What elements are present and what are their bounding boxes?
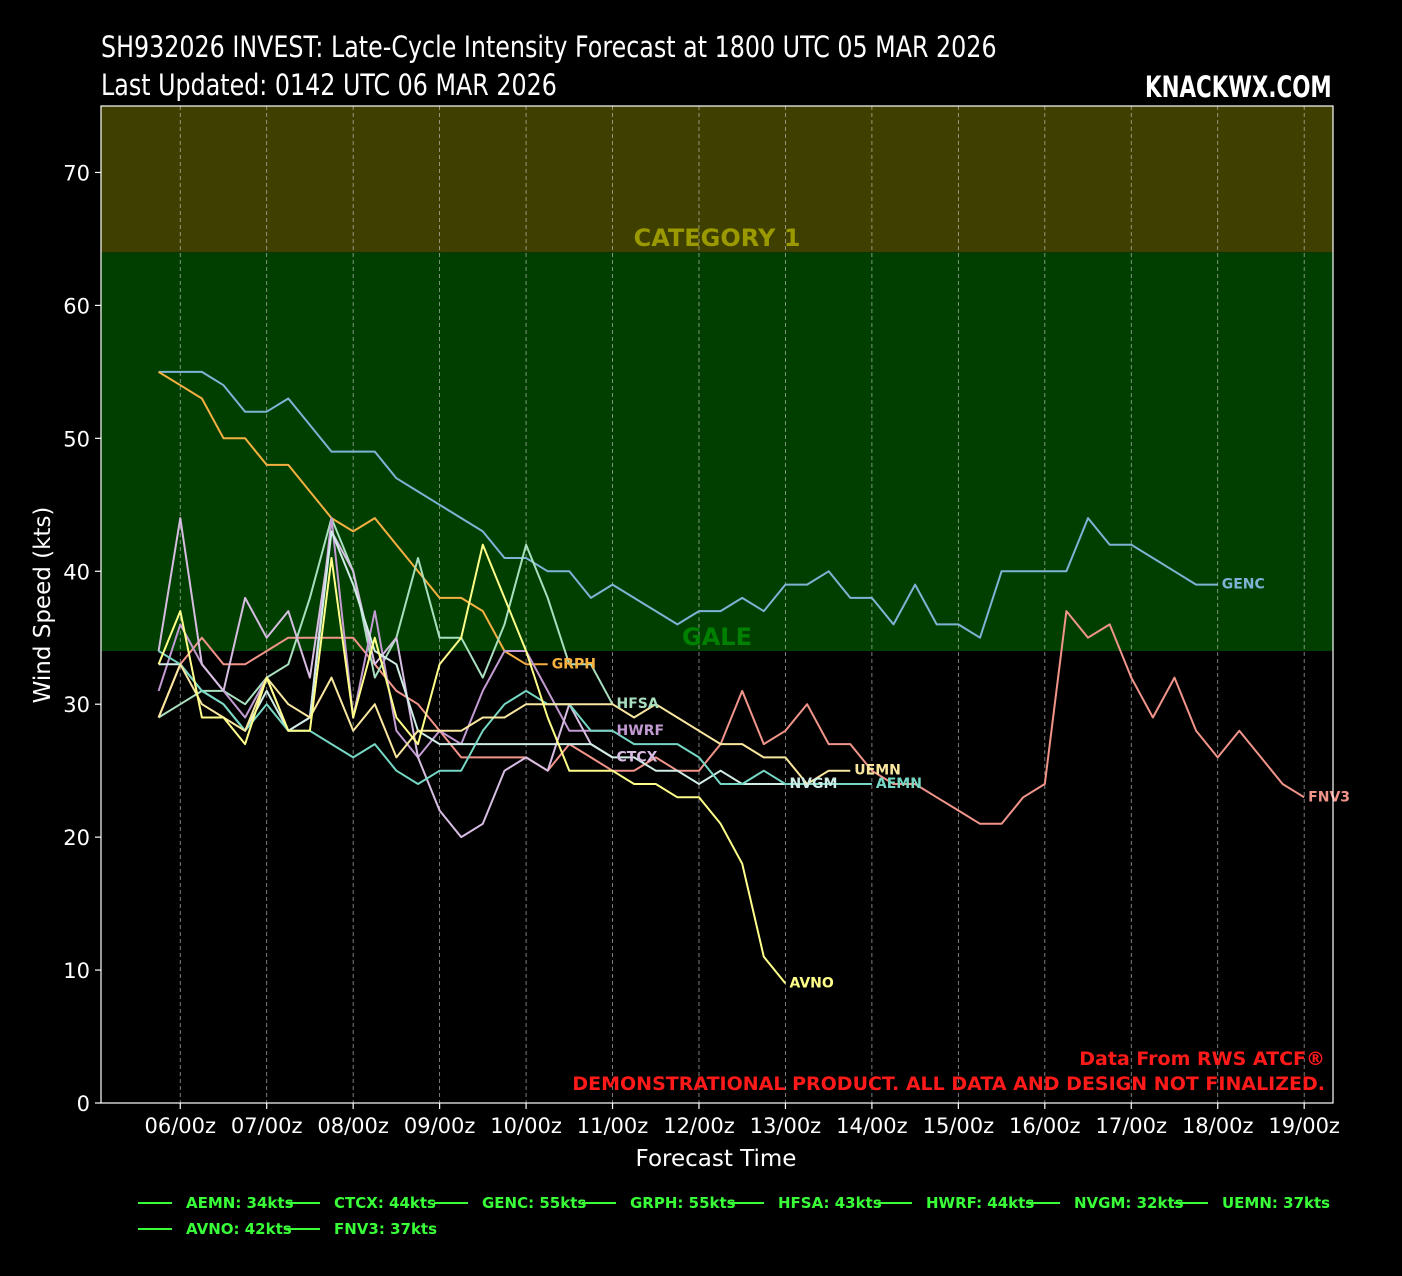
x-tick-label: 16/00z	[1009, 1114, 1081, 1138]
legend-label: NVGM: 32kts	[1074, 1194, 1184, 1212]
series-label-grph: GRPH	[552, 656, 596, 672]
legend-label: AVNO: 42kts	[186, 1220, 292, 1238]
x-tick-label: 10/00z	[490, 1114, 562, 1138]
legend-label: CTCX: 44kts	[334, 1194, 436, 1212]
data-source-note: Data From RWS ATCF®	[1079, 1048, 1325, 1070]
legend-item: FNV3: 37kts	[286, 1220, 437, 1238]
plot-frame	[100, 105, 1334, 1104]
legend-label: GENC: 55kts	[482, 1194, 587, 1212]
series-line-avno	[157, 543, 787, 985]
legend-label: HWRF: 44kts	[926, 1194, 1035, 1212]
disclaimer-note: DEMONSTRATIONAL PRODUCT. ALL DATA AND DE…	[572, 1073, 1325, 1095]
x-tick-label: 07/00z	[231, 1114, 303, 1138]
legend-item: GRPH: 55kts	[582, 1194, 736, 1212]
legend-swatch	[286, 1202, 320, 1204]
legend-label: FNV3: 37kts	[334, 1220, 438, 1238]
legend-item: HFSA: 43kts	[730, 1194, 882, 1212]
y-tick-label: 30	[63, 693, 90, 717]
intensity-chart: GALE CATEGORY 1 GENC GRPH FNV3 HFSA HWRF CTCX NV…	[30, 105, 1350, 1172]
series-line-genc	[158, 370, 1218, 639]
band-category-1	[101, 106, 1333, 253]
series-line-uemn	[157, 663, 851, 785]
y-tick-label: 50	[63, 427, 90, 451]
legend-label: UEMN: 37kts	[1222, 1194, 1331, 1212]
band-gale	[101, 252, 1333, 652]
series-label-uemn: UEMN	[854, 763, 901, 779]
series-line-fnv3	[157, 610, 1305, 825]
x-tick-label: 13/00z	[750, 1114, 822, 1138]
series-line-hwrf	[157, 517, 613, 759]
legend-swatch	[286, 1228, 320, 1230]
series-label-nvgm: NVGM	[789, 776, 837, 792]
chart-title: SH932026 INVEST: Late-Cycle Intensity Fo…	[101, 30, 997, 64]
legend-item: UEMN: 37kts	[1174, 1194, 1330, 1212]
x-tick-label: 15/00z	[923, 1114, 995, 1138]
x-tick-label: 06/00z	[144, 1114, 216, 1138]
x-tick-label: 08/00z	[317, 1114, 389, 1138]
legend-item: NVGM: 32kts	[1026, 1194, 1184, 1212]
y-tick-label: 60	[63, 294, 90, 318]
series-label-ctcx: CTCX	[617, 749, 658, 765]
y-tick-label: 10	[63, 959, 90, 983]
legend-label: HFSA: 43kts	[778, 1194, 882, 1212]
legend-item: AVNO: 42kts	[138, 1220, 292, 1238]
y-tick-label: 20	[63, 826, 90, 850]
y-axis-label: Wind Speed (kts)	[30, 507, 56, 704]
x-tick-label: 19/00z	[1268, 1114, 1340, 1138]
y-tick-label: 0	[77, 1092, 90, 1116]
series-label-fnv3: FNV3	[1308, 789, 1350, 805]
x-tick-label: 18/00z	[1182, 1114, 1254, 1138]
series-label-hfsa: HFSA	[617, 696, 659, 712]
legend-item: AEMN: 34kts	[138, 1194, 294, 1212]
series-line-ctcx	[157, 517, 614, 839]
x-tick-label: 14/00z	[836, 1114, 908, 1138]
legend-swatch	[878, 1202, 912, 1204]
legend-swatch	[138, 1228, 172, 1230]
y-tick-label: 40	[63, 560, 90, 584]
series-label-avno: AVNO	[789, 975, 833, 991]
series-line-aemn	[158, 650, 872, 785]
legend-item: GENC: 55kts	[434, 1194, 586, 1212]
x-axis-label: Forecast Time	[636, 1146, 797, 1172]
legend-swatch	[730, 1202, 764, 1204]
legend-label: GRPH: 55kts	[630, 1194, 736, 1212]
last-updated: Last Updated: 0142 UTC 06 MAR 2026	[101, 68, 557, 102]
series-label-genc: GENC	[1222, 577, 1265, 593]
series-label-hwrf: HWRF	[617, 723, 665, 739]
legend-swatch	[1174, 1202, 1208, 1204]
brand-logo-text: KNACKWX.COM	[1145, 70, 1332, 104]
legend-swatch	[138, 1202, 172, 1204]
legend-swatch	[434, 1202, 468, 1204]
series-label-aemn: AEMN	[876, 776, 922, 792]
x-tick-label: 12/00z	[663, 1114, 735, 1138]
band-label-category-1: CATEGORY 1	[634, 224, 801, 252]
x-tick-label: 09/00z	[404, 1114, 476, 1138]
x-tick-label: 17/00z	[1095, 1114, 1167, 1138]
series-line-grph	[158, 371, 548, 666]
series-line-nvgm	[158, 530, 786, 785]
x-tick-label: 11/00z	[577, 1114, 649, 1138]
band-label-gale: GALE	[682, 623, 752, 651]
legend-swatch	[1026, 1202, 1060, 1204]
legend-item: CTCX: 44kts	[286, 1194, 436, 1212]
y-tick-label: 70	[63, 161, 90, 185]
legend-label: AEMN: 34kts	[186, 1194, 294, 1212]
legend-swatch	[582, 1202, 616, 1204]
legend-item: HWRF: 44kts	[878, 1194, 1034, 1212]
